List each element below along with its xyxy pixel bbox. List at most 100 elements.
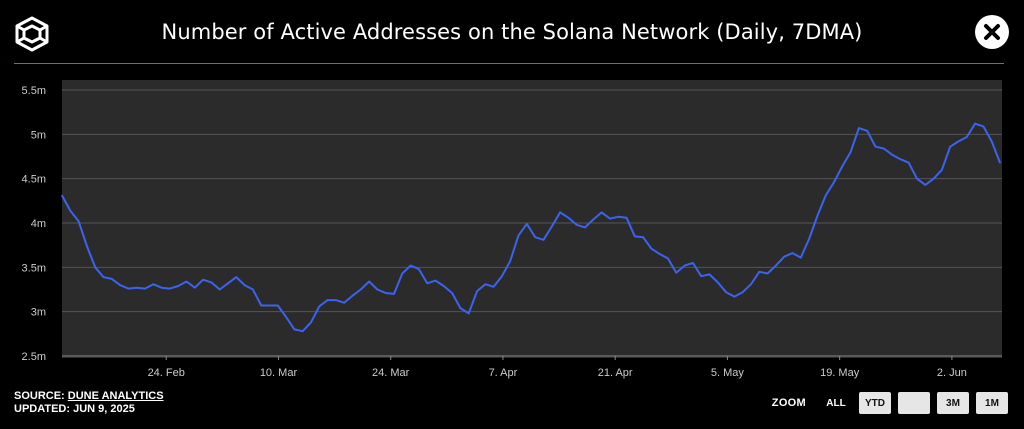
y-tick-label: 3m	[31, 307, 46, 319]
data-point	[849, 151, 852, 153]
data-point	[667, 257, 669, 260]
data-point	[999, 161, 1001, 164]
data-point	[650, 247, 653, 250]
data-point	[476, 290, 478, 293]
cube-logo-icon	[15, 16, 49, 52]
data-point	[990, 140, 993, 143]
data-point	[816, 215, 819, 217]
data-point	[451, 292, 453, 294]
data-point	[542, 239, 545, 241]
data-point	[86, 245, 88, 247]
data-point	[185, 280, 188, 283]
data-point	[459, 307, 462, 309]
source-prefix: SOURCE:	[14, 390, 68, 402]
data-point	[127, 287, 130, 290]
data-point	[899, 158, 902, 160]
data-point	[384, 292, 387, 294]
data-point	[766, 272, 769, 275]
zoom-1m-button[interactable]: 1M	[976, 392, 1008, 414]
close-icon	[984, 24, 1000, 40]
data-point	[152, 283, 155, 286]
data-point	[858, 127, 860, 129]
data-point	[891, 153, 893, 156]
data-point	[268, 304, 271, 307]
data-point	[941, 169, 943, 171]
y-tick-label: 5.5m	[22, 85, 46, 97]
data-point	[949, 145, 951, 148]
updated-date: UPDATED: JUN 9, 2025	[14, 403, 135, 415]
data-point	[509, 260, 512, 262]
data-point	[426, 282, 429, 285]
source-link[interactable]: DUNE ANALYTICS	[67, 390, 164, 402]
source-note: SOURCE: DUNE ANALYTICS UPDATED: JUN 9, 2…	[14, 390, 164, 416]
data-point	[326, 299, 329, 301]
data-point	[135, 286, 138, 289]
x-tick-label: 19. May	[820, 367, 860, 379]
data-point	[351, 294, 354, 297]
data-point	[841, 165, 844, 168]
data-point	[318, 305, 321, 308]
data-point	[492, 286, 495, 288]
data-point	[733, 295, 736, 298]
data-point	[783, 255, 785, 258]
zoom-3m-button[interactable]: 3M	[937, 392, 969, 414]
y-tick-label: 2.5m	[22, 351, 46, 363]
zoom-blank-button[interactable]	[898, 392, 930, 414]
data-point	[866, 130, 868, 132]
data-point	[517, 234, 520, 237]
x-tick-label: 24. Mar	[372, 367, 410, 379]
x-tick-label: 5. May	[711, 367, 745, 379]
data-point	[883, 147, 885, 150]
data-point	[343, 302, 346, 304]
data-point	[526, 223, 528, 225]
data-point	[758, 271, 761, 273]
data-point	[285, 316, 287, 318]
data-point	[102, 276, 105, 278]
data-point	[725, 291, 727, 294]
data-point	[625, 216, 628, 219]
data-point	[642, 236, 644, 238]
data-point	[401, 272, 404, 275]
title-divider	[14, 63, 1004, 64]
zoom-label: ZOOM	[771, 397, 806, 409]
data-point	[741, 291, 744, 294]
data-point	[376, 288, 379, 291]
zoom-ytd-button[interactable]: YTD	[859, 392, 891, 414]
data-point	[874, 145, 877, 148]
data-point	[808, 238, 810, 240]
data-point	[634, 235, 636, 238]
series-line	[61, 122, 1001, 333]
data-point	[277, 304, 279, 307]
close-button[interactable]	[975, 15, 1009, 49]
data-point	[301, 330, 304, 333]
data-point	[467, 312, 470, 315]
data-point	[692, 262, 694, 264]
data-point	[551, 225, 553, 228]
data-point	[592, 218, 595, 221]
data-point	[575, 224, 578, 226]
data-point	[218, 288, 221, 291]
zoom-all-button[interactable]: ALL	[820, 392, 852, 414]
data-point	[360, 288, 362, 291]
data-point	[957, 140, 960, 143]
data-point	[409, 264, 412, 267]
data-point	[833, 181, 835, 183]
data-point	[335, 299, 337, 301]
data-point	[243, 284, 246, 286]
data-point	[77, 220, 80, 222]
data-point	[61, 194, 63, 197]
data-point	[235, 276, 238, 278]
data-point	[800, 256, 802, 259]
x-tick-label: 24. Feb	[148, 367, 185, 379]
data-point	[227, 282, 229, 285]
data-point	[252, 288, 254, 291]
data-point	[293, 328, 296, 331]
data-point	[791, 252, 794, 254]
data-point	[717, 281, 719, 284]
data-point	[982, 125, 985, 128]
x-tick-label: 10. Mar	[260, 367, 298, 379]
data-point	[119, 284, 121, 286]
data-point	[260, 304, 263, 307]
